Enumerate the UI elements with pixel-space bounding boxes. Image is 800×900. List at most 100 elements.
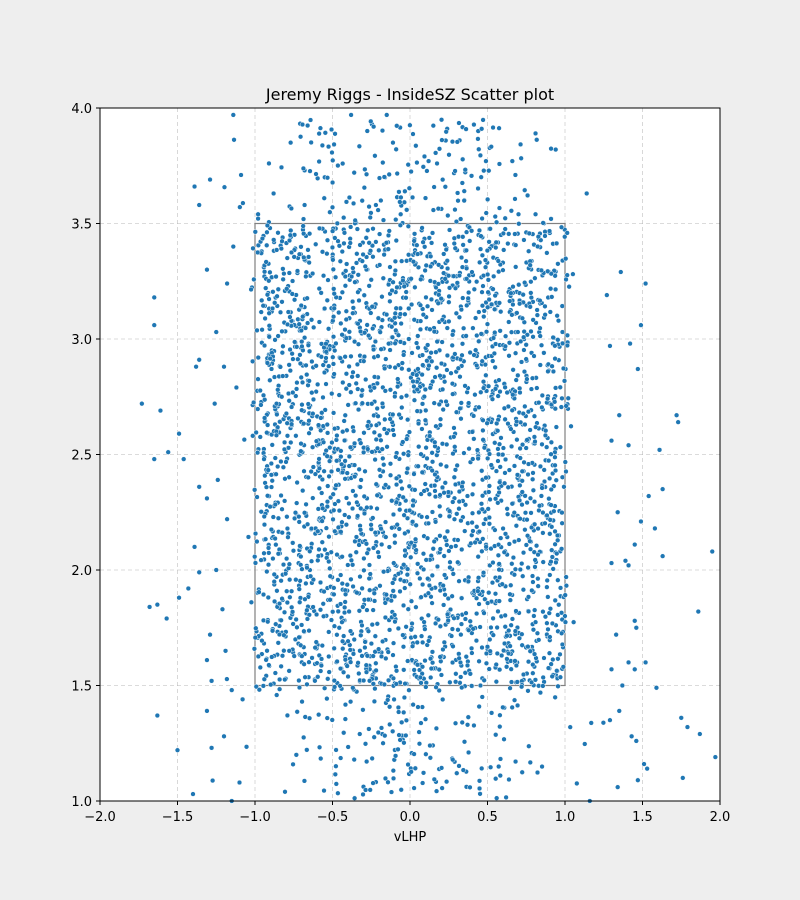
scatter-point [454,190,461,196]
scatter-point [442,480,448,486]
scatter-point [329,149,335,156]
scatter-point [240,200,246,206]
scatter-point [396,709,402,715]
scatter-point [338,454,344,460]
scatter-point [533,543,540,549]
scatter-point [488,624,494,631]
scatter-point [467,618,473,624]
scatter-point [479,358,485,364]
scatter-point [392,310,398,317]
scatter-point [320,505,326,511]
scatter-point [447,606,454,613]
scatter-point [470,413,477,419]
scatter-point [318,290,324,296]
scatter-point [557,651,563,657]
scatter-point [299,379,306,386]
scatter-point [385,779,391,785]
scatter-point [275,463,281,470]
scatter-point [296,684,303,691]
scatter-point [361,567,367,574]
scatter-point [459,483,465,490]
scatter-point [379,541,385,548]
scatter-point [429,509,436,515]
scatter-point [278,492,284,499]
scatter-point [442,242,448,248]
scatter-point [390,728,396,734]
scatter-point [411,231,418,237]
scatter-point [525,564,531,571]
scatter-point [351,338,358,345]
scatter-point [537,297,543,304]
scatter-point [272,337,278,343]
scatter-point [427,326,433,332]
scatter-point [306,231,313,237]
scatter-point [254,327,260,334]
scatter-point [514,702,521,709]
scatter-point [516,221,522,227]
scatter-point [479,289,485,295]
scatter-point [261,456,267,462]
scatter-point [360,791,366,798]
scatter-point [420,362,426,368]
scatter-point [423,684,429,690]
scatter-point [358,477,364,483]
scatter-point [480,417,486,423]
scatter-point [343,495,350,501]
scatter-point [415,345,421,351]
scatter-point [479,468,485,474]
scatter-point [338,529,344,535]
scatter-point [411,317,417,323]
scatter-point [490,335,497,341]
scatter-point [371,590,377,596]
scatter-point [446,293,452,300]
scatter-point [521,347,527,353]
scatter-point [278,458,284,465]
scatter-point [437,654,443,660]
scatter-point [306,348,313,354]
scatter-point [305,474,311,481]
scatter-point [564,332,571,338]
scatter-point [331,507,337,513]
scatter-point [456,651,462,657]
scatter-point [266,160,272,167]
scatter-point [343,199,350,205]
scatter-point [303,580,309,587]
scatter-point [399,365,405,372]
scatter-point [204,267,210,273]
scatter-point [618,269,624,275]
y-tick-label: 2.0 [71,564,92,579]
scatter-point [298,374,304,381]
scatter-point [422,386,429,393]
scatter-point [484,247,491,254]
scatter-point [523,342,529,348]
scatter-point [492,306,498,312]
scatter-point [287,577,293,583]
scatter-point [519,642,525,648]
scatter-point [185,585,192,592]
scatter-point [196,202,202,208]
scatter-point [405,606,411,612]
scatter-point [466,400,472,406]
scatter-point [530,579,536,585]
scatter-point [373,667,379,674]
scatter-point [608,437,615,444]
scatter-point [340,429,346,435]
scatter-point [516,497,523,504]
scatter-point [262,397,268,403]
scatter-point [507,643,513,649]
scatter-point [486,666,492,672]
scatter-point [458,621,465,627]
scatter-point [446,318,452,325]
scatter-point [413,604,419,610]
scatter-point [539,485,545,491]
scatter-point [313,241,319,247]
scatter-point [492,386,499,392]
scatter-point [480,117,486,123]
scatter-point [387,721,393,728]
scatter-point [486,168,492,174]
scatter-point [360,707,366,713]
scatter-point [539,441,545,448]
scatter-point [378,346,384,352]
scatter-point [261,342,268,349]
scatter-point [370,653,376,659]
